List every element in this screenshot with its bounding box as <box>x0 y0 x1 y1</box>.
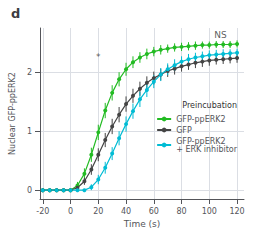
svg-text:Nuclear GFP-ppERK2: Nuclear GFP-ppERK2 <box>8 72 17 155</box>
svg-text:+ ERK inhibitor: + ERK inhibitor <box>176 145 238 154</box>
svg-text:Preincubation: Preincubation <box>182 101 237 110</box>
svg-text:0: 0 <box>68 207 73 216</box>
svg-text:120: 120 <box>229 207 244 216</box>
svg-text:0: 0 <box>27 186 32 195</box>
svg-text:d: d <box>11 6 20 21</box>
svg-text:GFP: GFP <box>176 126 192 135</box>
svg-text:NS: NS <box>214 30 227 40</box>
svg-text:40: 40 <box>121 207 131 216</box>
svg-text:2: 2 <box>27 68 32 77</box>
svg-text:100: 100 <box>202 207 217 216</box>
svg-text:GFP-ppERK2: GFP-ppERK2 <box>176 115 225 124</box>
svg-text:*: * <box>96 52 101 62</box>
svg-text:60: 60 <box>149 207 159 216</box>
svg-text:-20: -20 <box>36 207 49 216</box>
svg-text:1: 1 <box>27 127 32 136</box>
svg-text:20: 20 <box>93 207 103 216</box>
svg-text:Time (s): Time (s) <box>123 219 161 229</box>
svg-text:80: 80 <box>176 207 186 216</box>
svg-text:GFP-ppERK2: GFP-ppERK2 <box>176 136 226 146</box>
